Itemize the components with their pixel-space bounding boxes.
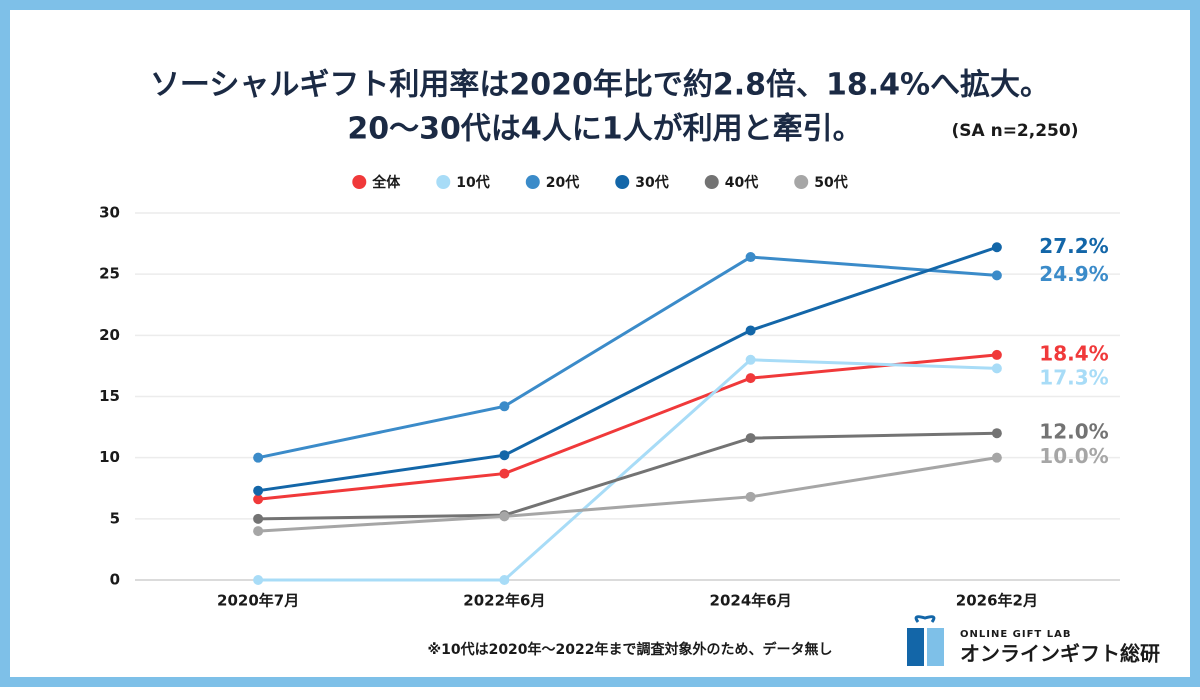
data-point — [499, 468, 510, 479]
logo-ribbon — [914, 615, 936, 623]
logo-box — [927, 628, 944, 666]
brand-logo — [907, 615, 944, 666]
legend-label: 30代 — [635, 174, 668, 191]
x-tick-label: 2022年6月 — [463, 592, 545, 610]
y-tick-label: 0 — [110, 571, 120, 589]
y-tick-label: 25 — [99, 265, 120, 283]
sample-note: (SA n=2,250) — [952, 121, 1079, 141]
data-point — [745, 252, 756, 263]
series-line — [258, 431, 997, 521]
y-tick-label: 5 — [110, 509, 120, 527]
data-point — [745, 433, 756, 444]
data-point — [991, 242, 1002, 253]
value-label: 18.4% — [1039, 341, 1108, 365]
legend-marker — [436, 175, 451, 189]
x-tick-label: 2024年6月 — [710, 592, 792, 610]
data-point — [499, 450, 510, 461]
data-point — [253, 452, 264, 463]
brand-tagline: ONLINE GIFT LAB — [960, 629, 1071, 640]
series-line — [257, 245, 998, 493]
value-label: 10.0% — [1039, 444, 1108, 468]
chart-title: ソーシャルギフト利用率は2020年比で約2.8倍、18.4%へ拡大。 — [150, 68, 1050, 103]
data-point — [745, 325, 756, 336]
data-point — [253, 526, 264, 537]
value-label: 24.9% — [1039, 262, 1108, 286]
legend-label: 全体 — [371, 174, 401, 191]
y-tick-label: 10 — [99, 448, 120, 466]
data-point — [253, 513, 264, 524]
data-point — [253, 485, 264, 496]
y-tick-label: 20 — [99, 326, 120, 344]
value-label: 17.3% — [1039, 365, 1108, 389]
x-tick-label: 2020年7月 — [217, 592, 299, 610]
series-line — [258, 456, 998, 533]
data-point — [991, 270, 1002, 281]
value-label: 12.0% — [1039, 420, 1108, 444]
legend-label: 20代 — [546, 174, 579, 191]
chart-title: 20〜30代は4人に1人が利用と牽引。 — [347, 112, 862, 147]
data-point — [745, 373, 756, 384]
data-point — [499, 575, 510, 585]
data-point — [991, 363, 1002, 374]
series-line — [257, 255, 997, 460]
data-point — [499, 401, 510, 412]
series-line — [257, 353, 998, 501]
data-point — [745, 491, 756, 502]
legend-marker — [615, 175, 630, 189]
data-point — [991, 452, 1002, 463]
data-point — [991, 349, 1002, 360]
data-point — [745, 354, 756, 365]
legend-marker — [352, 175, 367, 189]
value-label: 27.2% — [1039, 234, 1108, 258]
data-point — [499, 511, 510, 522]
logo-box — [907, 628, 924, 666]
x-tick-label: 2026年2月 — [956, 592, 1038, 610]
y-tick-label: 30 — [99, 204, 120, 222]
footnote: ※10代は2020年〜2022年まで調査対象外のため、データ無し — [427, 641, 832, 658]
data-point — [253, 575, 264, 585]
brand-name: オンラインギフト総研 — [960, 642, 1160, 666]
data-point — [991, 428, 1002, 439]
legend-marker — [794, 175, 809, 189]
legend-label: 10代 — [456, 174, 489, 191]
legend-marker — [525, 175, 540, 189]
legend-label: 50代 — [814, 174, 847, 191]
data-point — [253, 494, 264, 505]
series-line — [258, 358, 997, 582]
y-tick-label: 15 — [99, 387, 120, 405]
legend-label: 40代 — [725, 174, 758, 191]
legend-marker — [704, 175, 719, 189]
